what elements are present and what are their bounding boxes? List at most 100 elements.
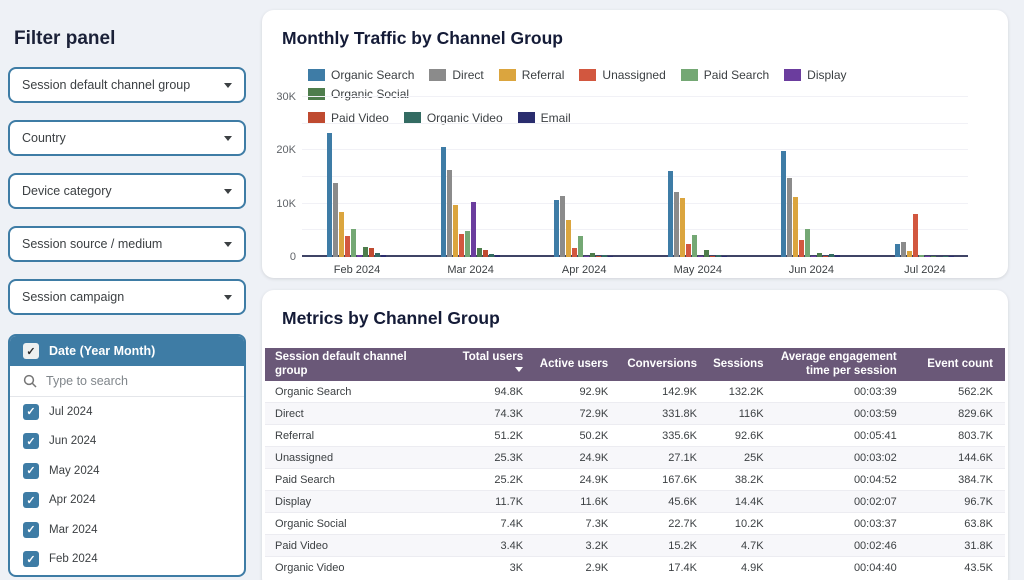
date-option-mar-2024[interactable]: ✓ Mar 2024 xyxy=(10,515,244,545)
bar-paid-search[interactable] xyxy=(351,229,356,257)
date-option-label: May 2024 xyxy=(49,464,100,477)
bar-organic-video[interactable] xyxy=(602,255,608,257)
bar-organic-video[interactable] xyxy=(715,255,721,257)
bar-organic-social[interactable] xyxy=(817,253,823,257)
legend-swatch xyxy=(403,112,421,124)
bar-display[interactable] xyxy=(924,256,930,257)
bar-organic-video[interactable] xyxy=(829,254,835,257)
bar-organic-video[interactable] xyxy=(375,253,380,257)
bar-organic-search[interactable] xyxy=(440,147,446,257)
bar-direct[interactable] xyxy=(900,242,906,257)
bar-direct[interactable] xyxy=(560,196,566,257)
bar-paid-video[interactable] xyxy=(596,256,602,257)
bar-referral[interactable] xyxy=(906,251,912,257)
bar-paid-video[interactable] xyxy=(823,256,829,257)
table-cell: 00:02:07 xyxy=(775,490,909,513)
bar-organic-search[interactable] xyxy=(894,244,900,257)
date-option-feb-2024[interactable]: ✓ Feb 2024 xyxy=(10,545,244,575)
filter-dropdown-device-category[interactable]: Device category xyxy=(8,173,246,209)
table-cell: Paid Video xyxy=(265,534,450,557)
column-header-session-default-channel-group[interactable]: Session default channel group xyxy=(265,348,450,381)
column-header-sessions[interactable]: Sessions xyxy=(708,348,776,381)
bar-paid-search[interactable] xyxy=(805,229,811,257)
legend-label: Display xyxy=(807,68,847,82)
filter-dropdown-session-campaign[interactable]: Session campaign xyxy=(8,279,246,315)
column-header-event-count[interactable]: Event count xyxy=(908,348,1005,381)
bar-paid-video[interactable] xyxy=(709,256,715,257)
bar-paid-video[interactable] xyxy=(369,248,374,257)
filter-dropdown-session-default-channel-group[interactable]: Session default channel group xyxy=(8,67,246,103)
bar-organic-social[interactable] xyxy=(363,247,368,257)
bar-email[interactable] xyxy=(721,256,727,257)
bar-direct[interactable] xyxy=(787,178,793,257)
bar-referral[interactable] xyxy=(452,205,458,257)
date-option-label: Jun 2024 xyxy=(49,435,97,448)
date-option-jun-2024[interactable]: ✓ Jun 2024 xyxy=(10,427,244,457)
bar-unassigned[interactable] xyxy=(912,214,918,257)
bar-email[interactable] xyxy=(494,255,500,257)
bar-organic-search[interactable] xyxy=(327,133,332,257)
bar-direct[interactable] xyxy=(333,183,338,257)
bar-referral[interactable] xyxy=(679,198,685,257)
select-all-checkbox[interactable]: ✓ xyxy=(23,343,39,359)
bar-organic-search[interactable] xyxy=(781,151,787,257)
bar-paid-search[interactable] xyxy=(578,236,584,257)
checkbox-checked[interactable]: ✓ xyxy=(23,492,39,509)
bar-organic-social[interactable] xyxy=(930,256,936,257)
bar-unassigned[interactable] xyxy=(458,234,464,257)
checkbox-checked[interactable]: ✓ xyxy=(23,462,39,479)
checkbox-checked[interactable]: ✓ xyxy=(23,551,39,568)
date-option-jul-2024[interactable]: ✓ Jul 2024 xyxy=(10,397,244,427)
bar-display[interactable] xyxy=(357,255,362,257)
column-header-average-engagement-time-per-session[interactable]: Average engagement time per session xyxy=(775,348,909,381)
bar-paid-search[interactable] xyxy=(691,235,697,257)
checkbox-checked[interactable]: ✓ xyxy=(23,403,39,420)
date-option-apr-2024[interactable]: ✓ Apr 2024 xyxy=(10,486,244,516)
bar-unassigned[interactable] xyxy=(345,236,350,257)
column-header-conversions[interactable]: Conversions xyxy=(620,348,709,381)
bar-organic-social[interactable] xyxy=(703,250,709,257)
bar-display[interactable] xyxy=(584,256,590,257)
bar-display[interactable] xyxy=(811,256,817,257)
bar-paid-search[interactable] xyxy=(464,231,470,257)
filter-dropdown-country[interactable]: Country xyxy=(8,120,246,156)
search-input[interactable] xyxy=(46,374,206,388)
chevron-down-icon xyxy=(224,82,232,88)
bar-paid-video[interactable] xyxy=(482,250,488,257)
bar-organic-video[interactable] xyxy=(488,254,494,257)
bar-email[interactable] xyxy=(381,255,386,257)
bar-organic-search[interactable] xyxy=(554,200,560,257)
bar-unassigned[interactable] xyxy=(685,244,691,257)
bar-organic-video[interactable] xyxy=(942,256,948,257)
legend-item-display: Display xyxy=(784,68,847,82)
date-option-label: Mar 2024 xyxy=(49,523,98,536)
bar-display[interactable] xyxy=(470,202,476,257)
table-cell: 144.6K xyxy=(908,446,1005,469)
bar-organic-social[interactable] xyxy=(476,248,482,257)
bar-organic-search[interactable] xyxy=(667,171,673,257)
bar-referral[interactable] xyxy=(339,212,344,257)
bar-organic-social[interactable] xyxy=(590,253,596,257)
column-header-active-users[interactable]: Active users xyxy=(535,348,621,381)
bar-unassigned[interactable] xyxy=(572,248,578,257)
bar-email[interactable] xyxy=(608,256,614,257)
table-row: Unassigned 25.3K 24.9K 27.1K 25K 00:03:02 144.… xyxy=(265,446,1005,469)
table-row: Display 11.7K 11.6K 45.6K 14.4K 00:02:07 96.7K xyxy=(265,490,1005,513)
date-filter-header[interactable]: ✓ Date (Year Month) xyxy=(10,336,244,366)
bar-unassigned[interactable] xyxy=(799,240,805,257)
bar-direct[interactable] xyxy=(673,192,679,257)
bar-referral[interactable] xyxy=(793,197,799,257)
table-cell: Unassigned xyxy=(265,446,450,469)
bar-paid-search[interactable] xyxy=(918,255,924,257)
column-header-total-users[interactable]: Total users xyxy=(450,348,536,381)
date-option-may-2024[interactable]: ✓ May 2024 xyxy=(10,456,244,486)
bar-referral[interactable] xyxy=(566,220,572,257)
table-cell: 50.2K xyxy=(535,424,621,447)
checkbox-checked[interactable]: ✓ xyxy=(23,521,39,538)
bar-direct[interactable] xyxy=(446,170,452,257)
filter-dropdown-session-source-medium[interactable]: Session source / medium xyxy=(8,226,246,262)
checkbox-checked[interactable]: ✓ xyxy=(23,433,39,450)
bar-email[interactable] xyxy=(835,255,841,257)
bar-display[interactable] xyxy=(697,256,703,257)
bar-email[interactable] xyxy=(948,256,954,257)
